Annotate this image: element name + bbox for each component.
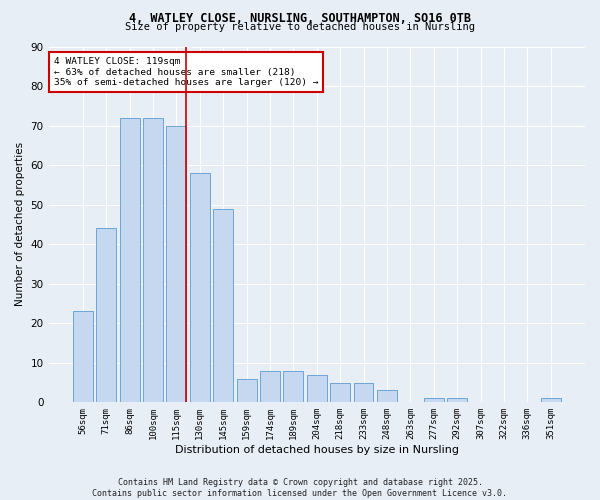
- Bar: [330, 382, 350, 402]
- Bar: [190, 173, 210, 402]
- Text: 4, WATLEY CLOSE, NURSLING, SOUTHAMPTON, SO16 0TB: 4, WATLEY CLOSE, NURSLING, SOUTHAMPTON, …: [129, 12, 471, 26]
- Text: Contains HM Land Registry data © Crown copyright and database right 2025.
Contai: Contains HM Land Registry data © Crown c…: [92, 478, 508, 498]
- Bar: [236, 378, 257, 402]
- Bar: [120, 118, 140, 403]
- Bar: [541, 398, 560, 402]
- Y-axis label: Number of detached properties: Number of detached properties: [15, 142, 25, 306]
- Bar: [73, 312, 93, 402]
- Text: Size of property relative to detached houses in Nursling: Size of property relative to detached ho…: [125, 22, 475, 32]
- Bar: [166, 126, 187, 402]
- Bar: [97, 228, 116, 402]
- Bar: [424, 398, 443, 402]
- Text: 4 WATLEY CLOSE: 119sqm
← 63% of detached houses are smaller (218)
35% of semi-de: 4 WATLEY CLOSE: 119sqm ← 63% of detached…: [54, 57, 319, 87]
- Bar: [447, 398, 467, 402]
- Bar: [377, 390, 397, 402]
- Bar: [143, 118, 163, 403]
- Bar: [260, 370, 280, 402]
- Bar: [353, 382, 373, 402]
- Bar: [307, 374, 327, 402]
- Bar: [283, 370, 304, 402]
- X-axis label: Distribution of detached houses by size in Nursling: Distribution of detached houses by size …: [175, 445, 459, 455]
- Bar: [213, 208, 233, 402]
